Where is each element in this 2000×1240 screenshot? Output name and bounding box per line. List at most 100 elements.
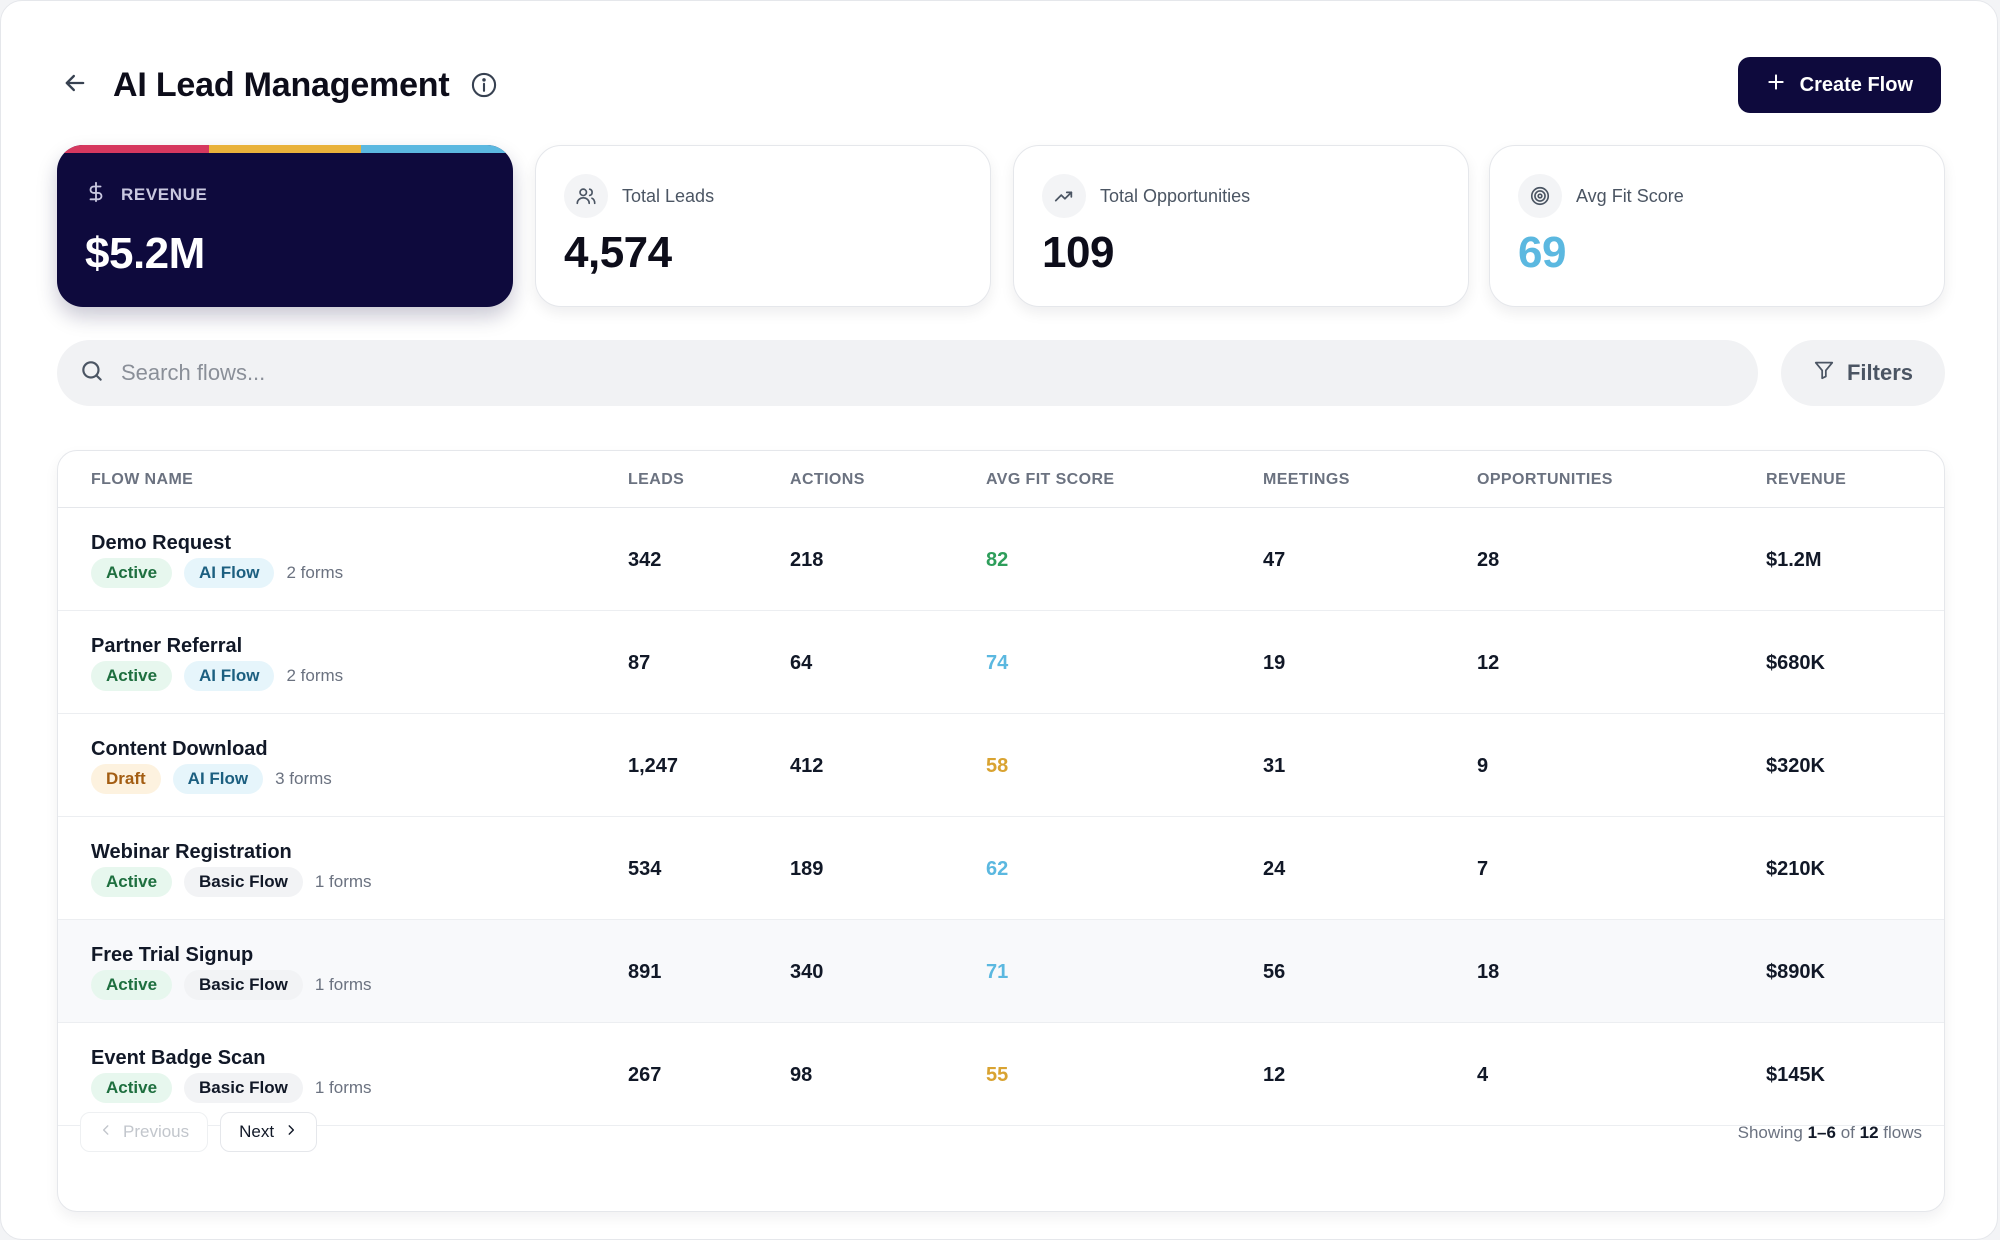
revenue-cell: $1.2M [1766,549,1822,571]
create-flow-label: Create Flow [1799,73,1913,96]
forms-count: 1 forms [314,1078,372,1097]
showing-range: 1–6 [1807,1123,1836,1142]
leads-cell: 87 [628,652,651,674]
next-label: Next [239,1122,275,1141]
showing-prefix: Showing [1737,1123,1803,1142]
search-input[interactable] [121,360,1621,386]
opportunities-cell: 28 [1477,549,1500,571]
flow-type-badge: AI Flow [184,558,275,588]
actions-cell: 412 [790,755,824,777]
status-badge: Draft [91,764,161,794]
back-button[interactable] [57,67,93,103]
page-title: AI Lead Management [113,65,450,104]
forms-count: 2 forms [286,666,344,685]
revenue-cell: $320K [1766,755,1825,777]
forms-count: 3 forms [275,769,332,788]
flow-type-badge: Basic Flow [184,1073,303,1103]
flow-name: Partner Referral [91,635,243,657]
revenue-card: REVENUE $5.2M [57,145,513,307]
users-icon [564,174,608,218]
flow-name: Event Badge Scan [91,1047,266,1069]
status-badge: Active [91,970,173,1000]
target-icon [1518,174,1562,218]
info-icon[interactable] [469,70,499,100]
opportunities-cell: 12 [1477,652,1500,674]
leads-cell: 1,247 [628,755,679,777]
forms-count: 2 forms [286,563,344,582]
plus-icon [1766,72,1786,98]
total-leads-label: Total Leads [622,185,715,206]
th-flow-name[interactable]: FLOW NAME [91,471,194,488]
meetings-cell: 31 [1263,755,1286,777]
flow-type-badge: Basic Flow [184,867,303,897]
revenue-stripes [57,145,513,153]
table-row[interactable]: Event Badge Scan Active Basic Flow 1 for… [58,1023,1944,1126]
next-button[interactable]: Next [220,1112,318,1152]
page-header: AI Lead Management Create Flow [57,57,1941,113]
revenue-cell: $145K [1766,1064,1825,1086]
th-revenue[interactable]: REVENUE [1766,471,1847,488]
status-badge: Active [91,867,173,897]
revenue-label: REVENUE [121,184,208,204]
create-flow-button[interactable]: Create Flow [1737,57,1941,113]
table-row[interactable]: Content Download Draft AI Flow 3 forms 1… [58,714,1944,817]
actions-cell: 218 [790,549,824,571]
actions-cell: 98 [790,1064,813,1086]
search-icon [79,358,105,389]
revenue-cell: $210K [1766,858,1825,880]
revenue-value: $5.2M [85,229,205,278]
score-cell: 62 [986,858,1009,880]
opportunities-cell: 18 [1477,961,1500,983]
flow-type-badge: AI Flow [172,764,264,794]
avg-fit-score-value: 69 [1518,228,1566,277]
showing-suffix: flows [1883,1123,1922,1142]
trending-up-icon [1042,174,1086,218]
flow-name: Webinar Registration [91,841,292,863]
previous-button[interactable]: Previous [80,1112,209,1152]
leads-cell: 342 [628,549,662,571]
table-row[interactable]: Partner Referral Active AI Flow 2 forms … [58,611,1944,714]
meetings-cell: 47 [1263,549,1286,571]
leads-cell: 891 [628,961,662,983]
flow-type-badge: AI Flow [184,661,275,691]
search-bar [57,340,1758,406]
th-avg-fit-score[interactable]: AVG FIT SCORE [986,471,1115,488]
score-cell: 82 [986,549,1009,571]
table-row[interactable]: Webinar Registration Active Basic Flow 1… [58,817,1944,920]
revenue-cell: $680K [1766,652,1825,674]
total-opportunities-value: 109 [1042,228,1114,277]
th-leads[interactable]: LEADS [628,471,685,488]
opportunities-cell: 4 [1477,1064,1489,1086]
total-opportunities-card: Total Opportunities 109 [1013,145,1469,307]
arrow-left-icon [61,69,89,102]
flow-name: Content Download [91,738,268,760]
score-cell: 58 [986,755,1009,777]
filter-icon [1813,359,1835,387]
dollar-icon [85,181,107,208]
status-badge: Active [91,1073,173,1103]
leads-cell: 267 [628,1064,662,1086]
filters-button[interactable]: Filters [1781,340,1945,406]
status-badge: Active [91,558,173,588]
flow-name: Demo Request [91,532,232,554]
meetings-cell: 24 [1263,858,1286,880]
score-cell: 71 [986,961,1009,983]
opportunities-cell: 7 [1477,858,1489,880]
actions-cell: 64 [790,652,813,674]
table-row[interactable]: Free Trial Signup Active Basic Flow 1 fo… [58,920,1944,1023]
total-leads-card: Total Leads 4,574 [535,145,991,307]
table-row[interactable]: Demo Request Active AI Flow 2 forms 342 … [58,508,1944,611]
score-cell: 74 [986,652,1009,674]
status-badge: Active [91,661,173,691]
pagination: Previous Next [80,1112,318,1152]
forms-count: 1 forms [314,975,372,994]
th-actions[interactable]: ACTIONS [790,471,865,488]
showing-of: of [1840,1123,1855,1142]
revenue-cell: $890K [1766,961,1825,983]
th-meetings[interactable]: MEETINGS [1263,471,1350,488]
actions-cell: 340 [790,961,824,983]
th-opportunities[interactable]: OPPORTUNITIES [1477,471,1613,488]
flow-type-badge: Basic Flow [184,970,303,1000]
total-leads-value: 4,574 [564,228,672,277]
